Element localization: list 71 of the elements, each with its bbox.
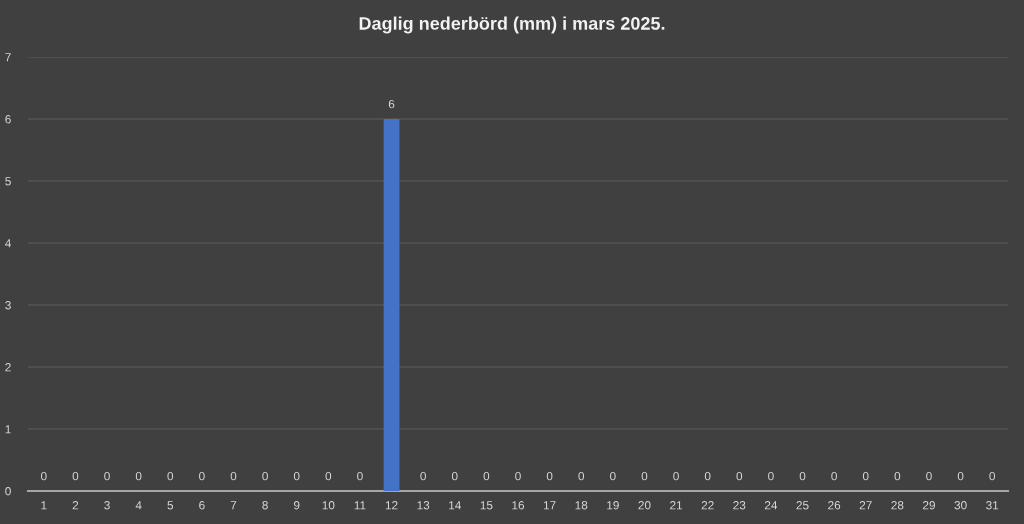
x-tick-label: 4	[135, 501, 142, 510]
x-tick-label: 19	[607, 501, 619, 510]
data-label: 0	[641, 471, 648, 481]
data-label: 0	[325, 471, 332, 481]
data-label: 0	[926, 471, 932, 481]
data-label: 0	[610, 471, 616, 481]
data-label: 0	[957, 471, 964, 481]
data-label: 0	[546, 471, 553, 481]
x-tick-label: 3	[104, 501, 110, 510]
data-label: 0	[768, 471, 774, 481]
x-tick-label: 16	[512, 501, 525, 510]
x-tick-label: 9	[293, 501, 300, 510]
x-tick-label: 2	[72, 501, 79, 510]
x-tick-label: 12	[385, 501, 398, 510]
data-label: 0	[199, 471, 205, 481]
y-tick-label: 3	[5, 301, 11, 310]
x-tick-label: 23	[733, 501, 746, 510]
data-label: 0	[72, 471, 79, 481]
x-tick-label: 28	[891, 501, 904, 510]
data-label: 0	[673, 471, 679, 481]
x-tick-label: 13	[417, 501, 430, 510]
x-tick-label: 7	[230, 501, 237, 510]
data-label: 0	[40, 471, 47, 481]
data-label: 0	[104, 471, 110, 481]
y-tick-label: 5	[5, 177, 11, 186]
y-tick-label: 0	[5, 487, 11, 496]
data-label: 0	[420, 471, 426, 481]
x-tick-label: 18	[575, 501, 588, 510]
y-tick-label: 6	[5, 115, 11, 124]
data-label: 0	[357, 471, 363, 481]
data-label: 0	[451, 471, 458, 481]
x-tick-label: 8	[262, 501, 268, 510]
data-label: 0	[167, 471, 174, 481]
chart-title: Daglig nederbörd (mm) i mars 2025.	[359, 16, 665, 34]
x-tick-label: 17	[543, 501, 556, 510]
x-tick-label: 31	[986, 501, 999, 510]
x-tick-label: 27	[859, 501, 872, 510]
x-tick-label: 20	[638, 501, 651, 510]
data-label: 0	[862, 471, 869, 481]
x-tick-label: 26	[828, 501, 841, 510]
data-label: 0	[578, 471, 585, 481]
x-tick-label: 10	[322, 501, 335, 510]
data-label: 0	[989, 471, 996, 481]
data-label: 0	[262, 471, 268, 481]
x-tick-label: 22	[701, 501, 714, 510]
x-tick-label: 6	[199, 501, 205, 510]
data-label: 0	[831, 471, 837, 481]
data-label: 0	[483, 471, 490, 481]
x-tick-label: 1	[41, 501, 47, 510]
x-tick-label: 24	[764, 501, 778, 510]
data-label: 0	[230, 471, 237, 481]
x-tick-label: 25	[796, 501, 809, 510]
x-tick-label: 29	[923, 501, 935, 510]
y-tick-label: 7	[5, 53, 11, 62]
x-tick-label: 15	[480, 501, 493, 510]
data-label: 0	[799, 471, 806, 481]
x-tick-label: 30	[954, 501, 967, 510]
x-tick-label: 11	[354, 501, 366, 510]
data-label: 0	[704, 471, 711, 481]
x-tick-label: 21	[670, 501, 683, 510]
x-tick-label: 5	[167, 501, 174, 510]
data-label: 0	[293, 471, 300, 481]
data-label: 0	[515, 471, 521, 481]
data-label: 0	[736, 471, 743, 481]
y-tick-label: 2	[5, 363, 11, 372]
x-tick-label: 14	[449, 501, 461, 510]
y-tick-label: 1	[5, 425, 11, 434]
data-label: 6	[388, 99, 395, 109]
y-tick-label: 4	[5, 239, 11, 248]
data-label: 0	[135, 471, 142, 481]
data-label: 0	[894, 471, 901, 481]
